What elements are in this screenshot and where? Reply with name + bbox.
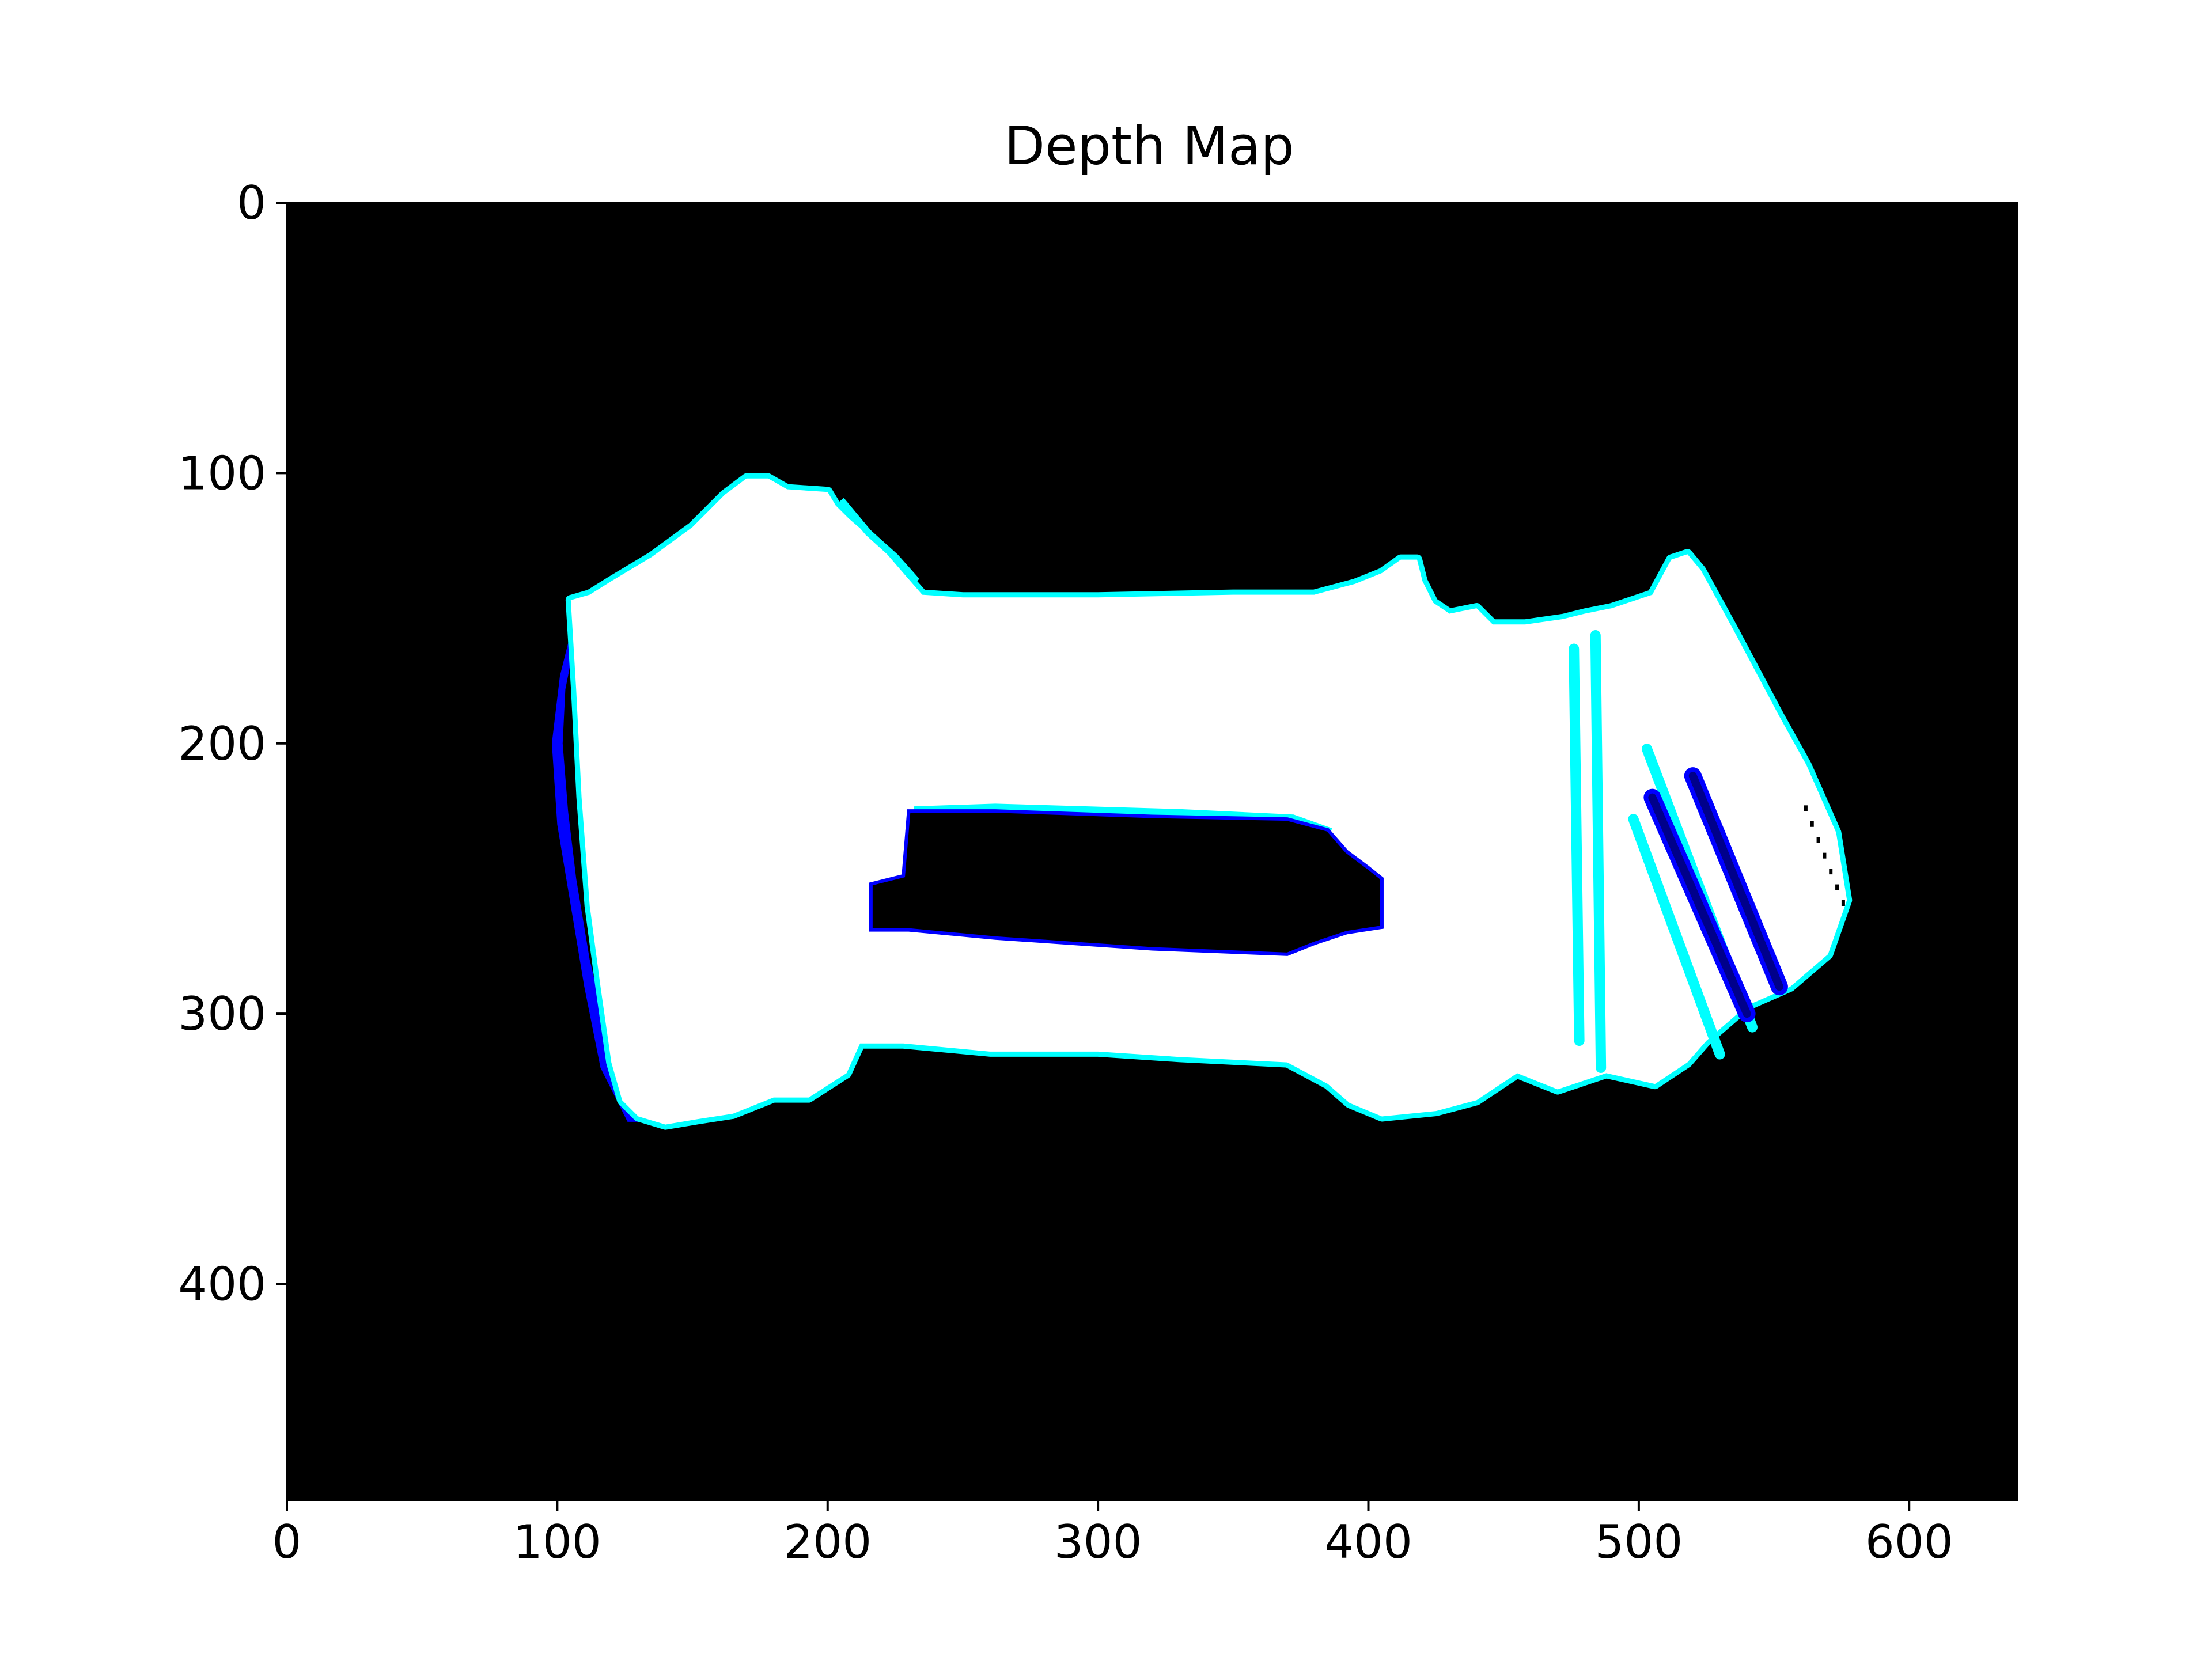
x-tick-label: 400 bbox=[1324, 1515, 1412, 1569]
noise-speck bbox=[1819, 844, 1823, 851]
y-tick-label: 0 bbox=[237, 176, 266, 230]
noise-speck bbox=[1804, 805, 1808, 811]
y-tick-label: 400 bbox=[178, 1258, 266, 1311]
y-tick-label: 100 bbox=[178, 446, 266, 500]
left-far-edge bbox=[551, 602, 639, 1122]
noise-speck bbox=[1801, 797, 1805, 803]
deep-stripe-1 bbox=[1688, 772, 1783, 991]
x-tick-label: 600 bbox=[1865, 1515, 1953, 1569]
x-tick-label: 100 bbox=[513, 1515, 601, 1569]
chart-title: Depth Map bbox=[1004, 115, 1294, 177]
cyan-stripe-1 bbox=[1628, 814, 1725, 1060]
noise-speck bbox=[1829, 869, 1833, 875]
noise-speck bbox=[1841, 900, 1845, 906]
plot-frame bbox=[286, 202, 2018, 1501]
x-axis: 0 100 200 300 400 500 600 bbox=[272, 1500, 1953, 1569]
plot-area bbox=[286, 202, 2018, 1501]
y-tick-label: 200 bbox=[178, 717, 266, 771]
noise-speck bbox=[1835, 884, 1839, 890]
noise-speck bbox=[1823, 852, 1827, 859]
noise-speck bbox=[1810, 821, 1814, 827]
object-body bbox=[570, 478, 1847, 1125]
x-tick-label: 0 bbox=[272, 1515, 302, 1569]
noise-speck bbox=[1816, 837, 1820, 843]
x-tick-label: 300 bbox=[1054, 1515, 1142, 1569]
window-hole bbox=[869, 809, 1384, 956]
y-axis: 0 100 200 300 400 bbox=[178, 176, 287, 1311]
noise-speck bbox=[1807, 813, 1811, 820]
x-tick-label: 200 bbox=[783, 1515, 872, 1569]
noise-speck bbox=[1813, 829, 1817, 835]
cyan-stripe-3 bbox=[1569, 643, 1585, 1046]
top-edge bbox=[838, 498, 920, 584]
cyan-stripe-2 bbox=[1590, 630, 1607, 1073]
y-tick-label: 300 bbox=[178, 987, 266, 1041]
noise-speck bbox=[1825, 860, 1830, 867]
noise-speck bbox=[1838, 892, 1842, 898]
deep-stripe-0 bbox=[1648, 793, 1751, 1018]
x-tick-label: 500 bbox=[1595, 1515, 1683, 1569]
noise-speck bbox=[1832, 876, 1836, 882]
